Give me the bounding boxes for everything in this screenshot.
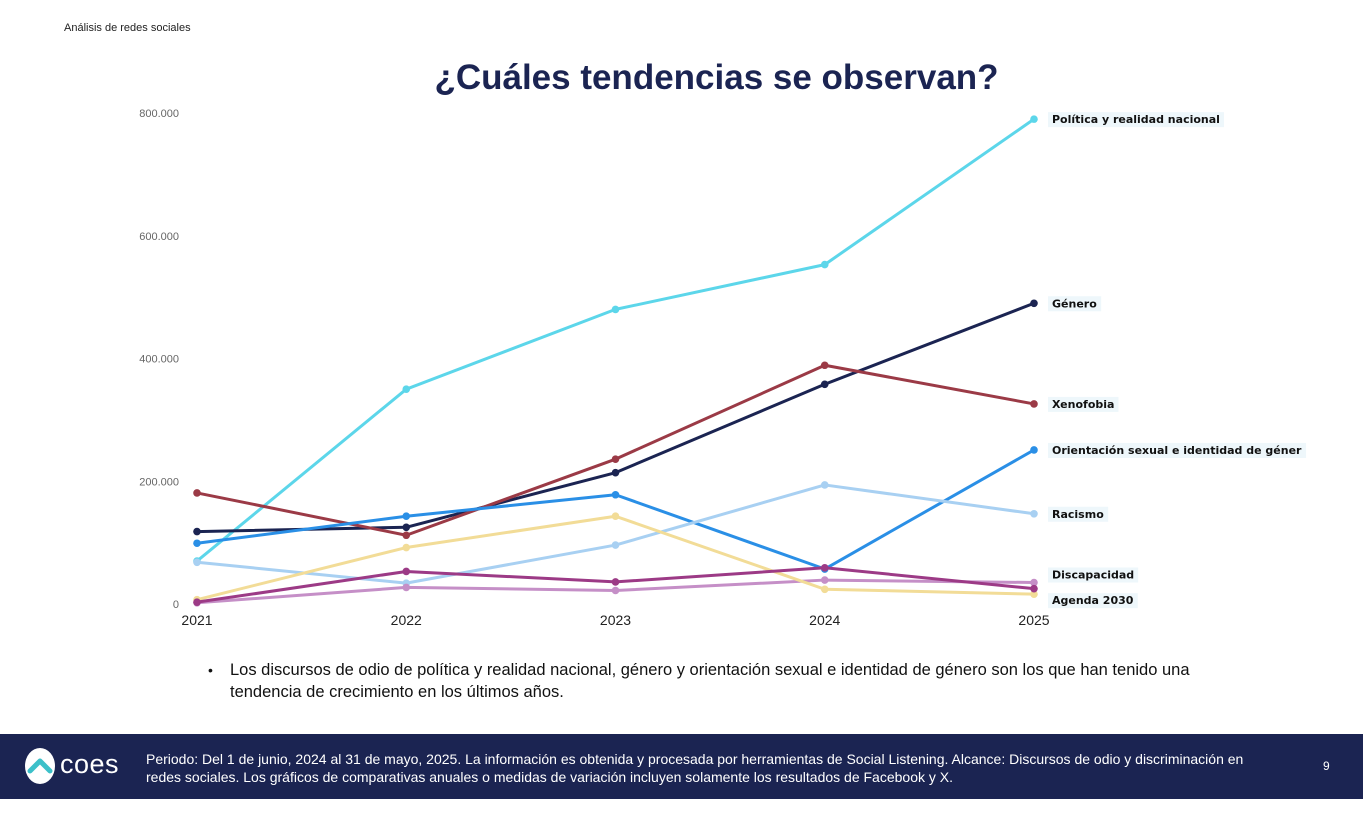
y-tick-label: 600.000: [139, 231, 179, 243]
data-point: [1030, 584, 1038, 593]
series-label-bg: [1048, 296, 1102, 312]
x-tick-label: 2021: [181, 612, 212, 628]
data-point: [193, 598, 201, 606]
data-point: [820, 260, 829, 269]
data-point: [820, 585, 829, 594]
series-label-bg: [1048, 112, 1224, 128]
series-label: Género: [1052, 297, 1097, 310]
series-line: [196, 448, 1035, 571]
data-point: [611, 578, 620, 586]
series-label: Agenda 2030: [1052, 594, 1134, 607]
y-tick-label: 200.000: [139, 476, 179, 488]
series-label: Xenofobia: [1052, 398, 1114, 411]
coes-logo-icon: [25, 748, 55, 784]
line-chart: 0 200.000 400.000 600.000 800.000 2021 2022 202…: [139, 108, 1307, 628]
y-tick-label: 0: [173, 599, 179, 611]
data-point: [820, 380, 829, 389]
x-tick-label: 2023: [600, 612, 631, 628]
series-label: Racismo: [1052, 508, 1104, 521]
footer-bar: coes Periodo: Del 1 de junio, 2024 al 31…: [0, 734, 1363, 799]
data-point: [1030, 578, 1038, 587]
page-number: 9: [1323, 759, 1330, 773]
series-label: Discapacidad: [1052, 569, 1134, 582]
data-point: [1030, 115, 1038, 123]
data-point: [611, 455, 620, 463]
data-point: [820, 576, 829, 584]
chevron-up-icon: [27, 758, 53, 774]
series-label-bg: [1048, 593, 1138, 609]
data-point: [193, 489, 201, 497]
data-point: [820, 361, 829, 370]
data-point: [193, 539, 201, 548]
data-point: [402, 567, 411, 576]
data-point: [402, 385, 411, 393]
series-label: Orientación sexual e identidad de géner: [1052, 444, 1302, 457]
data-point: [611, 490, 620, 499]
coes-logo-text: coes: [60, 749, 120, 779]
data-point: [611, 541, 620, 549]
series-label-bg: [1048, 396, 1119, 412]
data-point: [402, 531, 411, 540]
x-tick-label: 2025: [1018, 612, 1049, 628]
data-point: [193, 558, 201, 567]
data-point: [820, 481, 829, 489]
data-point: [1030, 299, 1038, 308]
y-tick-label: 800.000: [139, 108, 179, 120]
data-point: [1030, 509, 1038, 518]
data-point: [611, 468, 620, 477]
data-point: [193, 527, 201, 536]
footer-note: Periodo: Del 1 de junio, 2024 al 31 de m…: [146, 751, 1244, 785]
series-label-bg: [1048, 442, 1307, 458]
data-point: [402, 512, 411, 521]
summary-text: Los discursos de odio de política y real…: [230, 661, 1190, 701]
bullet-icon: •: [208, 662, 213, 678]
x-tick-label: 2024: [809, 612, 840, 628]
data-point: [1030, 446, 1038, 454]
series-label-bg: [1048, 567, 1139, 583]
data-point: [611, 586, 620, 595]
data-point: [820, 563, 829, 572]
series-line: [196, 363, 1035, 537]
data-point: [611, 305, 620, 314]
section-label: Análisis de redes sociales: [64, 22, 191, 34]
data-point: [1030, 400, 1038, 408]
series-label: Política y realidad nacional: [1052, 113, 1220, 126]
page-title: ¿Cuáles tendencias se observan?: [434, 58, 999, 97]
x-tick-label: 2022: [391, 612, 422, 628]
data-point: [402, 543, 411, 552]
data-point: [611, 512, 620, 521]
y-tick-label: 400.000: [139, 354, 179, 366]
data-point: [402, 523, 411, 532]
series-label-bg: [1048, 506, 1109, 522]
data-point: [1030, 590, 1038, 598]
data-point: [402, 583, 411, 592]
